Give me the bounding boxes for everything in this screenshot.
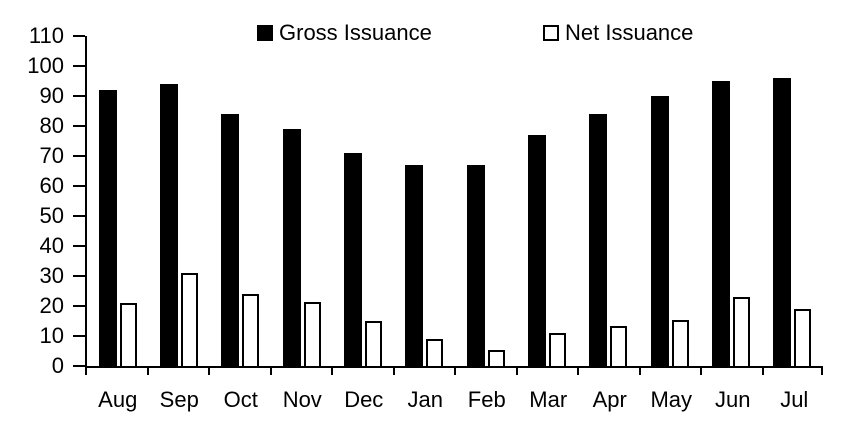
y-axis-label-30: 30 xyxy=(39,263,64,288)
bar-net-oct xyxy=(242,294,260,366)
y-axis-label-100: 100 xyxy=(27,53,64,78)
y-axis-label-60: 60 xyxy=(39,173,64,198)
bar-net-sep xyxy=(180,273,198,366)
bar-net-mar xyxy=(548,333,566,366)
y-axis-tick-30 xyxy=(73,275,85,277)
y-axis-tick-40 xyxy=(73,245,85,247)
x-axis-label-may: May xyxy=(650,387,693,412)
x-axis-label-mar: Mar xyxy=(529,387,568,412)
bar-net-may xyxy=(671,319,689,366)
x-axis-tick-2 xyxy=(208,368,210,375)
bar-group-sep xyxy=(148,36,209,366)
x-axis-label-jun: Jun xyxy=(715,387,751,412)
bar-group-jun xyxy=(700,36,761,366)
y-axis-label-110: 110 xyxy=(28,23,64,48)
bar-gross-feb xyxy=(466,165,485,366)
y-axis-tick-70 xyxy=(73,155,85,157)
y-axis-label-10: 10 xyxy=(39,323,64,348)
bar-group-feb xyxy=(455,36,516,366)
bar-group-mar xyxy=(516,36,577,366)
gross-issuance-swatch-icon xyxy=(257,25,273,41)
bar-net-jan xyxy=(426,339,444,366)
bar-net-jun xyxy=(732,297,750,366)
y-axis-tick-50 xyxy=(73,215,85,217)
bar-net-feb xyxy=(487,349,505,366)
bar-gross-mar xyxy=(527,135,546,366)
x-axis-tick-7 xyxy=(515,368,518,375)
y-axis-tick-110 xyxy=(73,35,85,37)
x-axis-tick-3 xyxy=(269,368,272,375)
bar-gross-jan xyxy=(405,165,424,366)
x-axis-tick-12 xyxy=(821,368,823,375)
bar-group-oct xyxy=(210,36,271,366)
y-axis-tick-0 xyxy=(73,365,85,367)
y-axis-label-90: 90 xyxy=(39,83,64,108)
y-axis-label-20: 20 xyxy=(39,293,64,318)
bar-net-aug xyxy=(119,303,137,366)
bar-group-aug xyxy=(87,36,148,366)
x-axis-tick-8 xyxy=(577,368,579,375)
bar-group-nov xyxy=(271,36,332,366)
bar-net-apr xyxy=(610,325,628,366)
bar-gross-aug xyxy=(98,90,117,366)
bar-gross-dec xyxy=(343,153,362,366)
x-axis-tick-0 xyxy=(85,368,87,375)
x-axis-label-jul: Jul xyxy=(780,387,809,412)
y-axis-label-50: 50 xyxy=(39,203,64,228)
bar-net-nov xyxy=(303,301,321,366)
y-axis-tick-60 xyxy=(73,185,85,187)
x-axis-label-jan: Jan xyxy=(407,387,443,412)
bar-gross-apr xyxy=(589,114,608,366)
x-axis-label-nov: Nov xyxy=(282,387,322,412)
y-axis-label-0: 0 xyxy=(51,353,64,378)
y-axis-tick-80 xyxy=(73,125,85,127)
bar-net-dec xyxy=(364,321,382,366)
bar-group-dec xyxy=(332,36,393,366)
x-axis-tick-5 xyxy=(392,368,395,375)
x-axis-label-apr: Apr xyxy=(592,387,627,412)
plot-area xyxy=(85,36,823,368)
x-axis-tick-4 xyxy=(331,368,333,375)
bar-gross-jul xyxy=(773,78,792,366)
x-axis-tick-9 xyxy=(638,368,641,375)
x-axis-label-aug: Aug xyxy=(98,387,138,412)
bar-group-jan xyxy=(394,36,455,366)
y-axis-label-70: 70 xyxy=(39,143,64,168)
x-axis-label-feb: Feb xyxy=(467,387,506,412)
y-axis-tick-100 xyxy=(73,65,85,67)
x-axis-label-oct: Oct xyxy=(223,387,258,412)
net-issuance-swatch-icon xyxy=(543,25,559,41)
bar-group-jul xyxy=(762,36,823,366)
y-axis-tick-20 xyxy=(73,305,85,307)
bar-group-may xyxy=(639,36,700,366)
bar-gross-oct xyxy=(221,114,240,366)
x-axis-tick-11 xyxy=(761,368,764,375)
legend-label-net-issuance: Net Issuance xyxy=(565,20,694,45)
y-axis-label-80: 80 xyxy=(39,113,64,138)
x-axis-tick-1 xyxy=(146,368,149,375)
y-axis-label-40: 40 xyxy=(39,233,64,258)
y-axis-tick-90 xyxy=(73,95,85,97)
bar-group-apr xyxy=(578,36,639,366)
x-axis-tick-10 xyxy=(700,368,702,375)
bar-gross-may xyxy=(650,96,669,366)
legend-item-gross-issuance: Gross Issuance xyxy=(257,22,432,44)
bar-gross-jun xyxy=(711,81,730,366)
bar-gross-sep xyxy=(159,84,178,366)
legend-item-net-issuance: Net Issuance xyxy=(543,22,693,44)
x-axis-label-dec: Dec xyxy=(344,387,384,412)
legend-label-gross-issuance: Gross Issuance xyxy=(279,20,432,45)
bar-net-jul xyxy=(794,309,812,366)
y-axis-tick-10 xyxy=(73,335,85,337)
x-axis-label-sep: Sep xyxy=(159,387,199,412)
x-axis-tick-6 xyxy=(454,368,456,375)
bar-gross-nov xyxy=(282,129,301,366)
